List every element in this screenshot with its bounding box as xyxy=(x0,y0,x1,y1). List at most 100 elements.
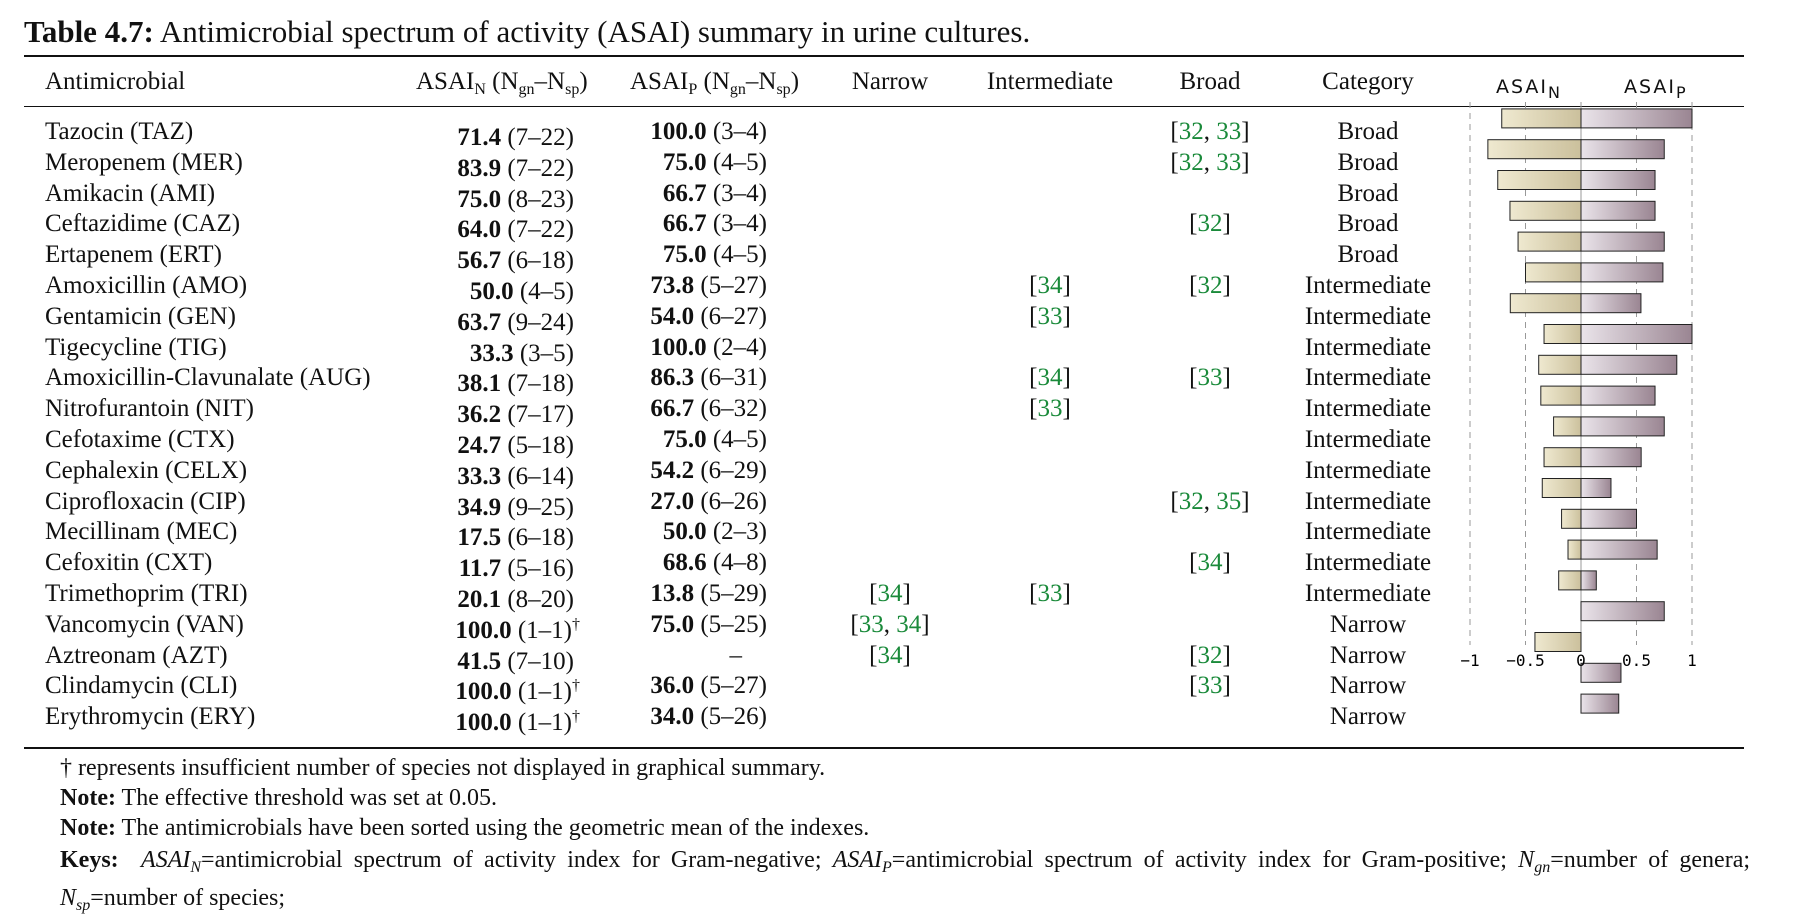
asai-n-cell: 71.4 (7–22) xyxy=(457,117,574,153)
asai-n-bar xyxy=(1541,478,1582,498)
citation-link[interactable]: 33 xyxy=(1037,302,1063,330)
citation-link[interactable]: 34 xyxy=(877,641,903,669)
asai-p-bar xyxy=(1580,139,1665,160)
category-label: Intermediate xyxy=(1304,518,1432,546)
asai-p-cell: 100.0 (3–4) xyxy=(650,117,767,147)
asai-p-value: 66.7 xyxy=(662,179,707,207)
citation-link[interactable]: 32 xyxy=(1178,487,1204,515)
asai-p-cell: 66.7 (3–4) xyxy=(663,209,767,239)
asai-n-cell: 17.5 (6–18) xyxy=(457,517,574,553)
asai-p-bar xyxy=(1580,508,1637,529)
asai-n-cell: 20.1 (8–20) xyxy=(457,579,574,615)
asai-p-bar xyxy=(1580,693,1620,714)
asai-p-value: 75.0 xyxy=(662,148,707,176)
asai-n-range: (1–1) xyxy=(517,709,572,737)
asai-p-range: (5–25) xyxy=(700,610,767,638)
asai-p-cell: 100.0 (2–4) xyxy=(650,333,767,363)
antimicrobial-name: Cephalexin (CELX) xyxy=(45,456,248,484)
antimicrobial-name: Tazocin (TAZ) xyxy=(45,118,194,145)
asai-n-value: 56.7 xyxy=(457,247,502,275)
category-label: Intermediate xyxy=(1304,333,1432,361)
citation-link[interactable]: 32 xyxy=(1178,118,1204,145)
citation-link[interactable]: 33 xyxy=(1197,364,1223,392)
plot-header-asai-p: ASAIP xyxy=(1624,76,1688,102)
top-rule xyxy=(24,55,1744,57)
citation-link[interactable]: 33 xyxy=(1037,395,1063,423)
asai-p-range: (5–27) xyxy=(700,672,767,700)
asai-n-range: (4–5) xyxy=(519,278,574,305)
antimicrobial-name: Meropenem (MER) xyxy=(45,148,243,176)
category-label: Broad xyxy=(1337,241,1399,269)
asai-n-value: 11.7 xyxy=(458,555,502,583)
x-tick-label: −0.5 xyxy=(1506,651,1545,670)
citation-link[interactable]: 32 xyxy=(1178,148,1204,176)
broad-refs: [32] xyxy=(1189,641,1231,669)
citation-link[interactable]: 34 xyxy=(896,610,922,638)
narrow-refs: [34] xyxy=(869,580,911,607)
asai-n-range: (6–18) xyxy=(507,247,574,275)
asai-n-cell: 100.0 (1–1)† xyxy=(455,610,580,646)
citation-link[interactable]: 35 xyxy=(1216,487,1242,515)
antimicrobial-name: Tigecycline (TIG) xyxy=(45,333,227,361)
antimicrobial-name: Ceftazidime (CAZ) xyxy=(45,210,241,238)
citation-link[interactable]: 34 xyxy=(877,580,903,607)
asai-n-cell: 33.3 (3–5) xyxy=(470,333,574,369)
asai-p-bar xyxy=(1580,262,1664,283)
asai-p-cell: 50.0 (2–3) xyxy=(663,517,767,547)
asai-n-cell: 64.0 (7–22) xyxy=(457,209,574,245)
asai-n-bar xyxy=(1538,354,1582,375)
asai-n-value: 17.5 xyxy=(457,524,502,552)
citation-link[interactable]: 33 xyxy=(858,610,884,638)
asai-p-range: (5–27) xyxy=(700,272,767,299)
asai-p-cell: 27.0 (6–26) xyxy=(650,487,767,517)
asai-p-range: (3–4) xyxy=(712,179,767,207)
citation-link[interactable]: 33 xyxy=(1037,580,1063,607)
header-intermediate: Intermediate xyxy=(986,68,1114,95)
x-tick-label: 0.5 xyxy=(1622,651,1651,670)
asai-p-bar xyxy=(1580,539,1658,560)
citation-link[interactable]: 33 xyxy=(1216,148,1242,176)
category-label: Intermediate xyxy=(1304,487,1432,515)
category-label: Intermediate xyxy=(1304,426,1432,453)
asai-n-range: (1–1) xyxy=(517,678,572,706)
asai-p-bar xyxy=(1580,354,1678,375)
x-tick-label: −1 xyxy=(1460,651,1479,670)
narrow-refs: [33, 34] xyxy=(850,610,930,638)
citation-link[interactable]: 34 xyxy=(1037,364,1063,392)
asai-p-range: (5–29) xyxy=(700,580,767,607)
asai-p-value: 75.0 xyxy=(662,241,707,269)
asai-n-bar xyxy=(1497,170,1582,190)
asai-n-range: (7–10) xyxy=(507,647,574,675)
antimicrobial-name: Erythromycin (ERY) xyxy=(45,703,256,731)
antimicrobial-name: Amikacin (AMI) xyxy=(45,179,216,207)
broad-refs: [34] xyxy=(1189,549,1231,577)
asai-p-cell: 75.0 (4–5) xyxy=(663,240,767,270)
x-tick-label: 0 xyxy=(1576,651,1586,670)
category-label: Broad xyxy=(1337,179,1399,207)
table-caption: Antimicrobial spectrum of activity (ASAI… xyxy=(159,14,1031,49)
asai-p-bar xyxy=(1580,385,1656,406)
asai-p-range: (4–5) xyxy=(712,241,767,269)
asai-p-value: 54.2 xyxy=(650,456,695,484)
asai-p-value: 34.0 xyxy=(650,703,695,731)
citation-link[interactable]: 33 xyxy=(1197,672,1223,700)
asai-p-bar xyxy=(1580,570,1597,591)
footnote-dagger: † represents insufficient number of spec… xyxy=(60,755,826,781)
citation-link[interactable]: 32 xyxy=(1197,272,1223,299)
asai-p-value: 75.0 xyxy=(662,426,707,453)
category-label: Intermediate xyxy=(1304,395,1432,423)
asai-p-bar xyxy=(1580,478,1612,498)
antimicrobial-name: Amoxicillin (AMO) xyxy=(45,272,248,299)
citation-link[interactable]: 32 xyxy=(1197,641,1223,669)
asai-n-value: 33.3 xyxy=(457,462,502,490)
asai-p-cell: 34.0 (5–26) xyxy=(650,702,767,732)
citation-link[interactable]: 34 xyxy=(1197,549,1223,577)
asai-n-cell: 50.0 (4–5) xyxy=(470,271,574,307)
asai-n-cell: 11.7 (5–16) xyxy=(459,548,574,584)
footnote-keys: Keys: ASAIN=antimicrobial spectrum of ac… xyxy=(60,847,1751,914)
citation-link[interactable]: 34 xyxy=(1037,272,1063,299)
dagger-mark: † xyxy=(572,615,580,633)
citation-link[interactable]: 32 xyxy=(1197,210,1223,238)
citation-link[interactable]: 33 xyxy=(1216,118,1242,145)
header-narrow: Narrow xyxy=(851,68,929,95)
